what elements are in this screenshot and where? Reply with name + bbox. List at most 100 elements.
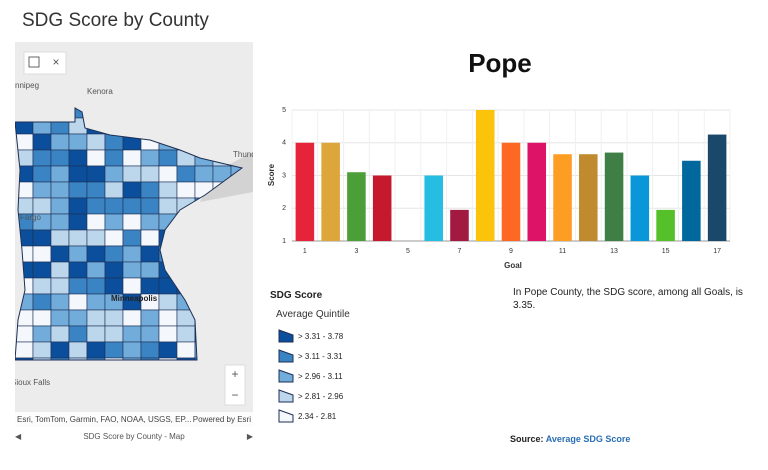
caption: SDG Score by County - Map — [83, 432, 185, 441]
county — [86, 293, 106, 311]
toolbar — [23, 51, 67, 75]
county — [50, 165, 70, 183]
county — [176, 357, 196, 360]
place-label: Minneapolis — [111, 294, 158, 303]
next-button[interactable]: ▶ — [246, 432, 253, 441]
legend-item: > 2.81 - 2.96 — [278, 386, 343, 406]
county — [140, 149, 160, 167]
county — [104, 165, 124, 183]
county — [50, 309, 70, 327]
swatch-shape — [278, 349, 294, 363]
county — [122, 325, 142, 343]
county — [32, 229, 52, 247]
county — [68, 229, 88, 247]
county — [86, 325, 106, 343]
bar — [501, 142, 521, 241]
bar — [424, 175, 443, 241]
county — [158, 309, 178, 327]
close-button[interactable]: × — [52, 55, 59, 69]
summary: In Pope County, the SDG score, among all… — [513, 287, 743, 311]
prev-button[interactable]: ◀ — [15, 432, 22, 441]
county — [140, 357, 160, 360]
county — [68, 165, 88, 183]
county — [104, 245, 124, 263]
county — [50, 181, 70, 199]
county — [140, 261, 160, 279]
place-label: Sioux Falls — [15, 378, 50, 387]
county — [104, 197, 124, 215]
y-tick-label: 2 — [282, 205, 286, 212]
x-tick-label: 5 — [406, 248, 410, 255]
bar — [553, 154, 572, 241]
powered-by: Powered by Esri — [193, 415, 251, 424]
county — [68, 197, 88, 215]
county — [32, 197, 52, 215]
county — [104, 229, 124, 247]
select-icon[interactable] — [28, 56, 40, 68]
county — [32, 277, 52, 295]
county — [86, 213, 106, 231]
county — [140, 341, 160, 359]
bar — [707, 134, 727, 241]
legend-item: > 2.96 - 3.11 — [278, 366, 343, 386]
legend-swatch — [278, 409, 294, 423]
legend-swatch — [278, 369, 294, 383]
zoom-control — [224, 364, 246, 406]
county — [32, 293, 52, 311]
bar — [475, 110, 495, 241]
county — [50, 229, 70, 247]
x-tick-label: 1 — [303, 248, 307, 255]
x-axis-label: Goal — [504, 261, 522, 270]
county — [140, 181, 160, 199]
county — [140, 229, 160, 247]
county — [104, 357, 124, 360]
county — [86, 165, 106, 183]
bar — [295, 142, 315, 241]
bar — [682, 160, 701, 241]
county — [158, 357, 178, 360]
legend: > 3.31 - 3.78 > 3.11 - 3.31 > 2.96 - 3.11 >… — [278, 326, 343, 426]
x-tick-label: 11 — [559, 248, 566, 255]
bar — [347, 172, 366, 241]
legend-item: 2.34 - 2.81 — [278, 406, 343, 426]
county — [68, 261, 88, 279]
county — [50, 341, 70, 359]
y-tick-label: 3 — [282, 172, 286, 179]
county — [158, 197, 178, 215]
legend-subtitle: Average Quintile — [276, 309, 350, 320]
county — [176, 341, 196, 359]
county — [68, 149, 88, 167]
county — [140, 245, 160, 263]
county — [104, 309, 124, 327]
county — [104, 277, 124, 295]
county — [104, 261, 124, 279]
source: Source: Average SDG Score — [510, 434, 630, 444]
zoom-out[interactable]: − — [231, 388, 238, 402]
bar — [321, 142, 340, 241]
zoom-in[interactable]: + — [231, 367, 238, 381]
county — [68, 309, 88, 327]
county — [86, 133, 106, 151]
county — [122, 309, 142, 327]
county — [86, 229, 106, 247]
place-label: nnipeg — [15, 81, 39, 90]
county — [158, 293, 178, 311]
county — [158, 149, 178, 167]
chart-title: Pope — [468, 48, 532, 78]
county — [50, 293, 70, 311]
legend-label: > 2.81 - 2.96 — [298, 391, 344, 401]
county — [50, 197, 70, 215]
county — [68, 213, 88, 231]
source-link[interactable]: Average SDG Score — [545, 434, 631, 444]
county — [158, 325, 178, 343]
attribution: Esri, TomTom, Garmin, FAO, NOAA, USGS, E… — [17, 415, 191, 424]
county — [158, 165, 178, 183]
county — [122, 277, 142, 295]
county — [176, 181, 196, 199]
county — [32, 309, 52, 327]
county — [50, 261, 70, 279]
swatch-shape — [278, 389, 294, 403]
county — [68, 341, 88, 359]
county — [68, 181, 88, 199]
county — [122, 229, 142, 247]
